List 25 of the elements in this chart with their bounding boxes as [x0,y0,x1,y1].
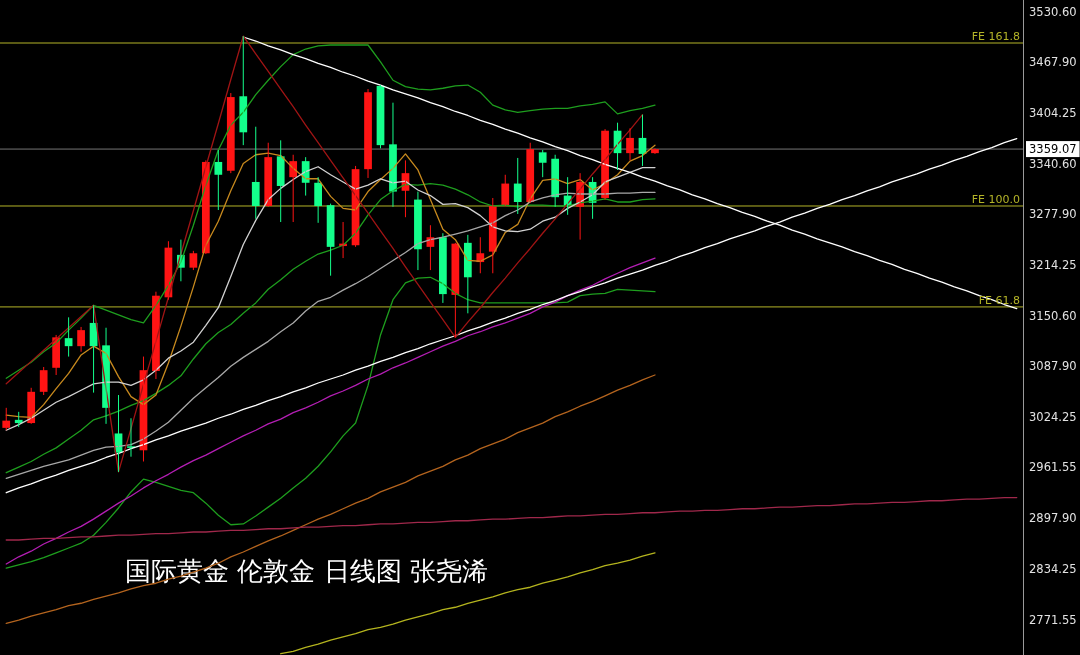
ref-line-label: FE 161.8 [971,30,1020,44]
line-series [5,496,1018,541]
y-tick-label: 3359.07 [1029,142,1077,157]
y-tick-label: 2897.90 [1029,511,1077,526]
candlestick [214,149,223,211]
ref-line-label: FE 100.0 [971,193,1020,206]
y-tick-label: 3340.60 [1029,156,1077,171]
y-tick-label: 3404.25 [1029,105,1077,120]
y-tick-label: 3277.90 [1029,207,1077,222]
y-tick-label: 3024.25 [1029,410,1077,425]
y-tick-label: 2834.25 [1029,562,1077,577]
y-tick-label: 3467.90 [1029,54,1077,69]
candlestick [39,366,48,396]
y-tick-label: 2771.55 [1029,612,1077,627]
y-tick-label: 2961.55 [1029,460,1077,475]
y-tick-label: 3530.60 [1029,4,1077,19]
line-series [5,44,656,379]
ref-line-label: FE 61.8 [978,293,1020,307]
candlestick [538,149,547,178]
y-tick-label: 3150.60 [1029,309,1077,324]
y-tick-label: 3214.25 [1029,258,1077,273]
candlestick [251,126,260,220]
line-series [5,35,644,473]
line-series [5,374,656,624]
y-tick-label: 3087.90 [1029,359,1077,374]
